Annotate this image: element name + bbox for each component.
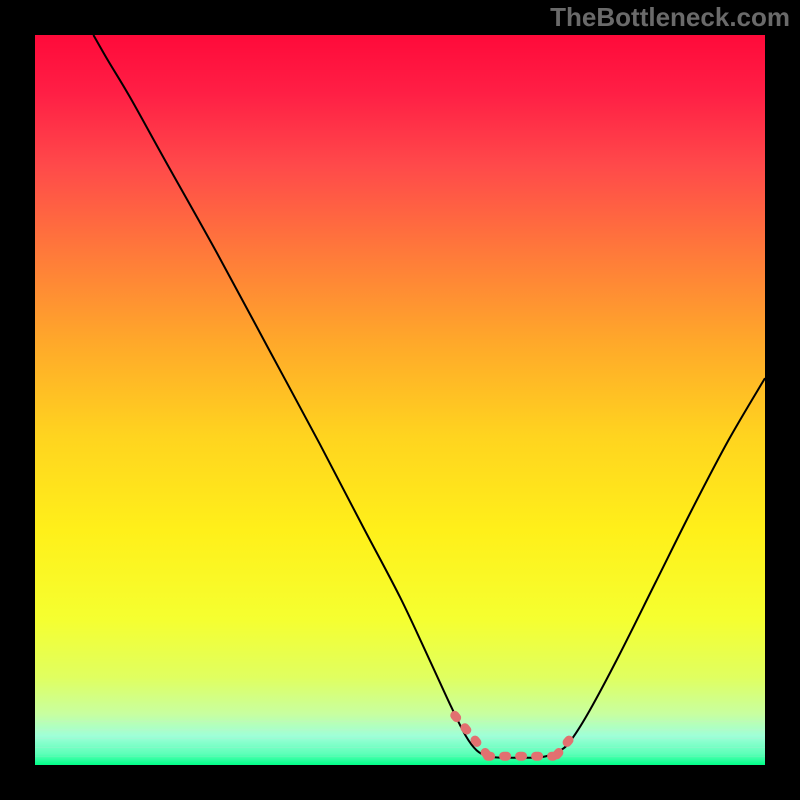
bottleneck-chart: TheBottleneck.com xyxy=(0,0,800,800)
plot-background xyxy=(35,35,765,765)
watermark-text: TheBottleneck.com xyxy=(550,2,790,32)
